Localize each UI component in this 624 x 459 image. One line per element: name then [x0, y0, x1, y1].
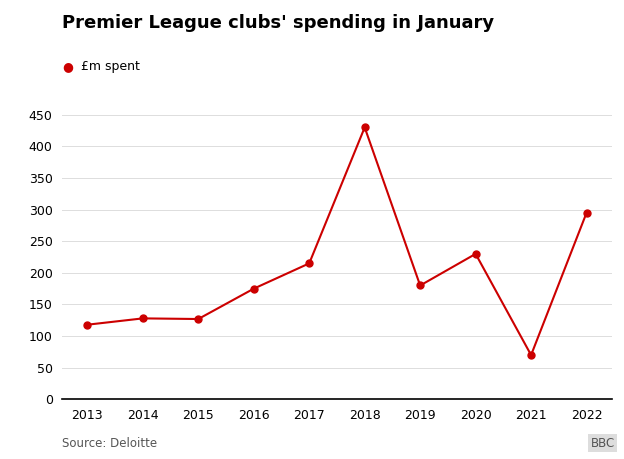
Text: ●: ● [62, 60, 73, 73]
Text: £m spent: £m spent [81, 60, 140, 73]
Text: BBC: BBC [590, 437, 615, 450]
Text: Source: Deloitte: Source: Deloitte [62, 437, 157, 450]
Text: Premier League clubs' spending in January: Premier League clubs' spending in Januar… [62, 14, 495, 32]
